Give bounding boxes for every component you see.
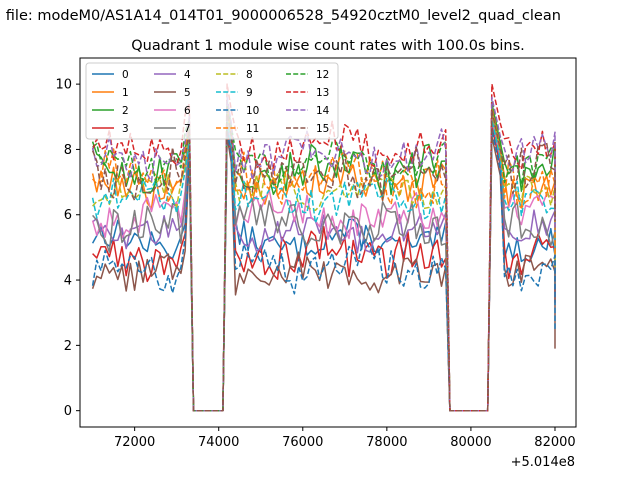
legend-item-9: 9: [216, 87, 253, 99]
y-tick-label: 4: [64, 274, 72, 289]
legend-item-11: 11: [216, 123, 259, 135]
plot-series: [91, 83, 556, 412]
x-tick-label: 76000: [282, 435, 323, 450]
y-tick-label: 8: [64, 143, 72, 158]
legend-item-7: 7: [154, 123, 191, 135]
series-line-15: [91, 109, 556, 412]
y-tick-label: 2: [64, 339, 72, 354]
y-tick-label: 0: [64, 404, 72, 419]
legend-item-0: 0: [92, 69, 129, 81]
legend-label-9: 9: [246, 87, 253, 99]
plot-frame: [79, 57, 577, 428]
x-tick-label: 78000: [366, 435, 407, 450]
legend-label-2: 2: [122, 105, 129, 117]
legend-item-2: 2: [92, 105, 129, 117]
y-tick-label: 10: [55, 78, 72, 93]
x-tick-label: 72000: [114, 435, 155, 450]
legend-item-4: 4: [154, 69, 191, 81]
x-offset-label: +5.014e8: [511, 455, 575, 470]
legend-label-8: 8: [246, 69, 253, 81]
legend-box: [85, 62, 339, 140]
series-line-10: [91, 129, 556, 412]
legend-label-1: 1: [122, 87, 129, 99]
legend-item-1: 1: [92, 87, 129, 99]
x-tick-label: 80000: [450, 435, 491, 450]
legend-item-14: 14: [286, 105, 330, 117]
legend-item-8: 8: [216, 69, 253, 81]
legend-label-0: 0: [122, 69, 129, 81]
x-tick-label: 74000: [198, 435, 239, 450]
legend-label-13: 13: [316, 87, 329, 99]
y-tick-label: 6: [64, 208, 72, 223]
legend-label-4: 4: [184, 69, 191, 81]
legend-label-5: 5: [184, 87, 191, 99]
legend-item-10: 10: [216, 105, 259, 117]
legend-item-15: 15: [286, 123, 329, 135]
axes: 72000 74000 76000 78000 80000 82000 0 2 4 6 8 10: [55, 78, 575, 450]
figure-suptitle: n file: modeM0/AS1A14_014T01_9000006528_…: [0, 8, 561, 24]
legend-label-3: 3: [122, 123, 129, 135]
legend-item-13: 13: [286, 87, 329, 99]
x-tick-label: 82000: [534, 435, 575, 450]
legend-item-12: 12: [286, 69, 329, 81]
series-line-14: [91, 96, 556, 412]
legend-item-6: 6: [154, 105, 191, 117]
legend-label-6: 6: [184, 105, 191, 117]
legend-label-15: 15: [316, 123, 329, 135]
legend-label-14: 14: [316, 105, 330, 117]
legend-label-7: 7: [184, 123, 191, 135]
legend-label-11: 11: [246, 123, 259, 135]
legend-label-12: 12: [316, 69, 329, 81]
legend-label-10: 10: [246, 105, 259, 117]
legend-item-3: 3: [92, 123, 129, 135]
chart-title: Quadrant 1 module wise count rates with …: [131, 38, 525, 54]
legend-item-5: 5: [154, 87, 191, 99]
